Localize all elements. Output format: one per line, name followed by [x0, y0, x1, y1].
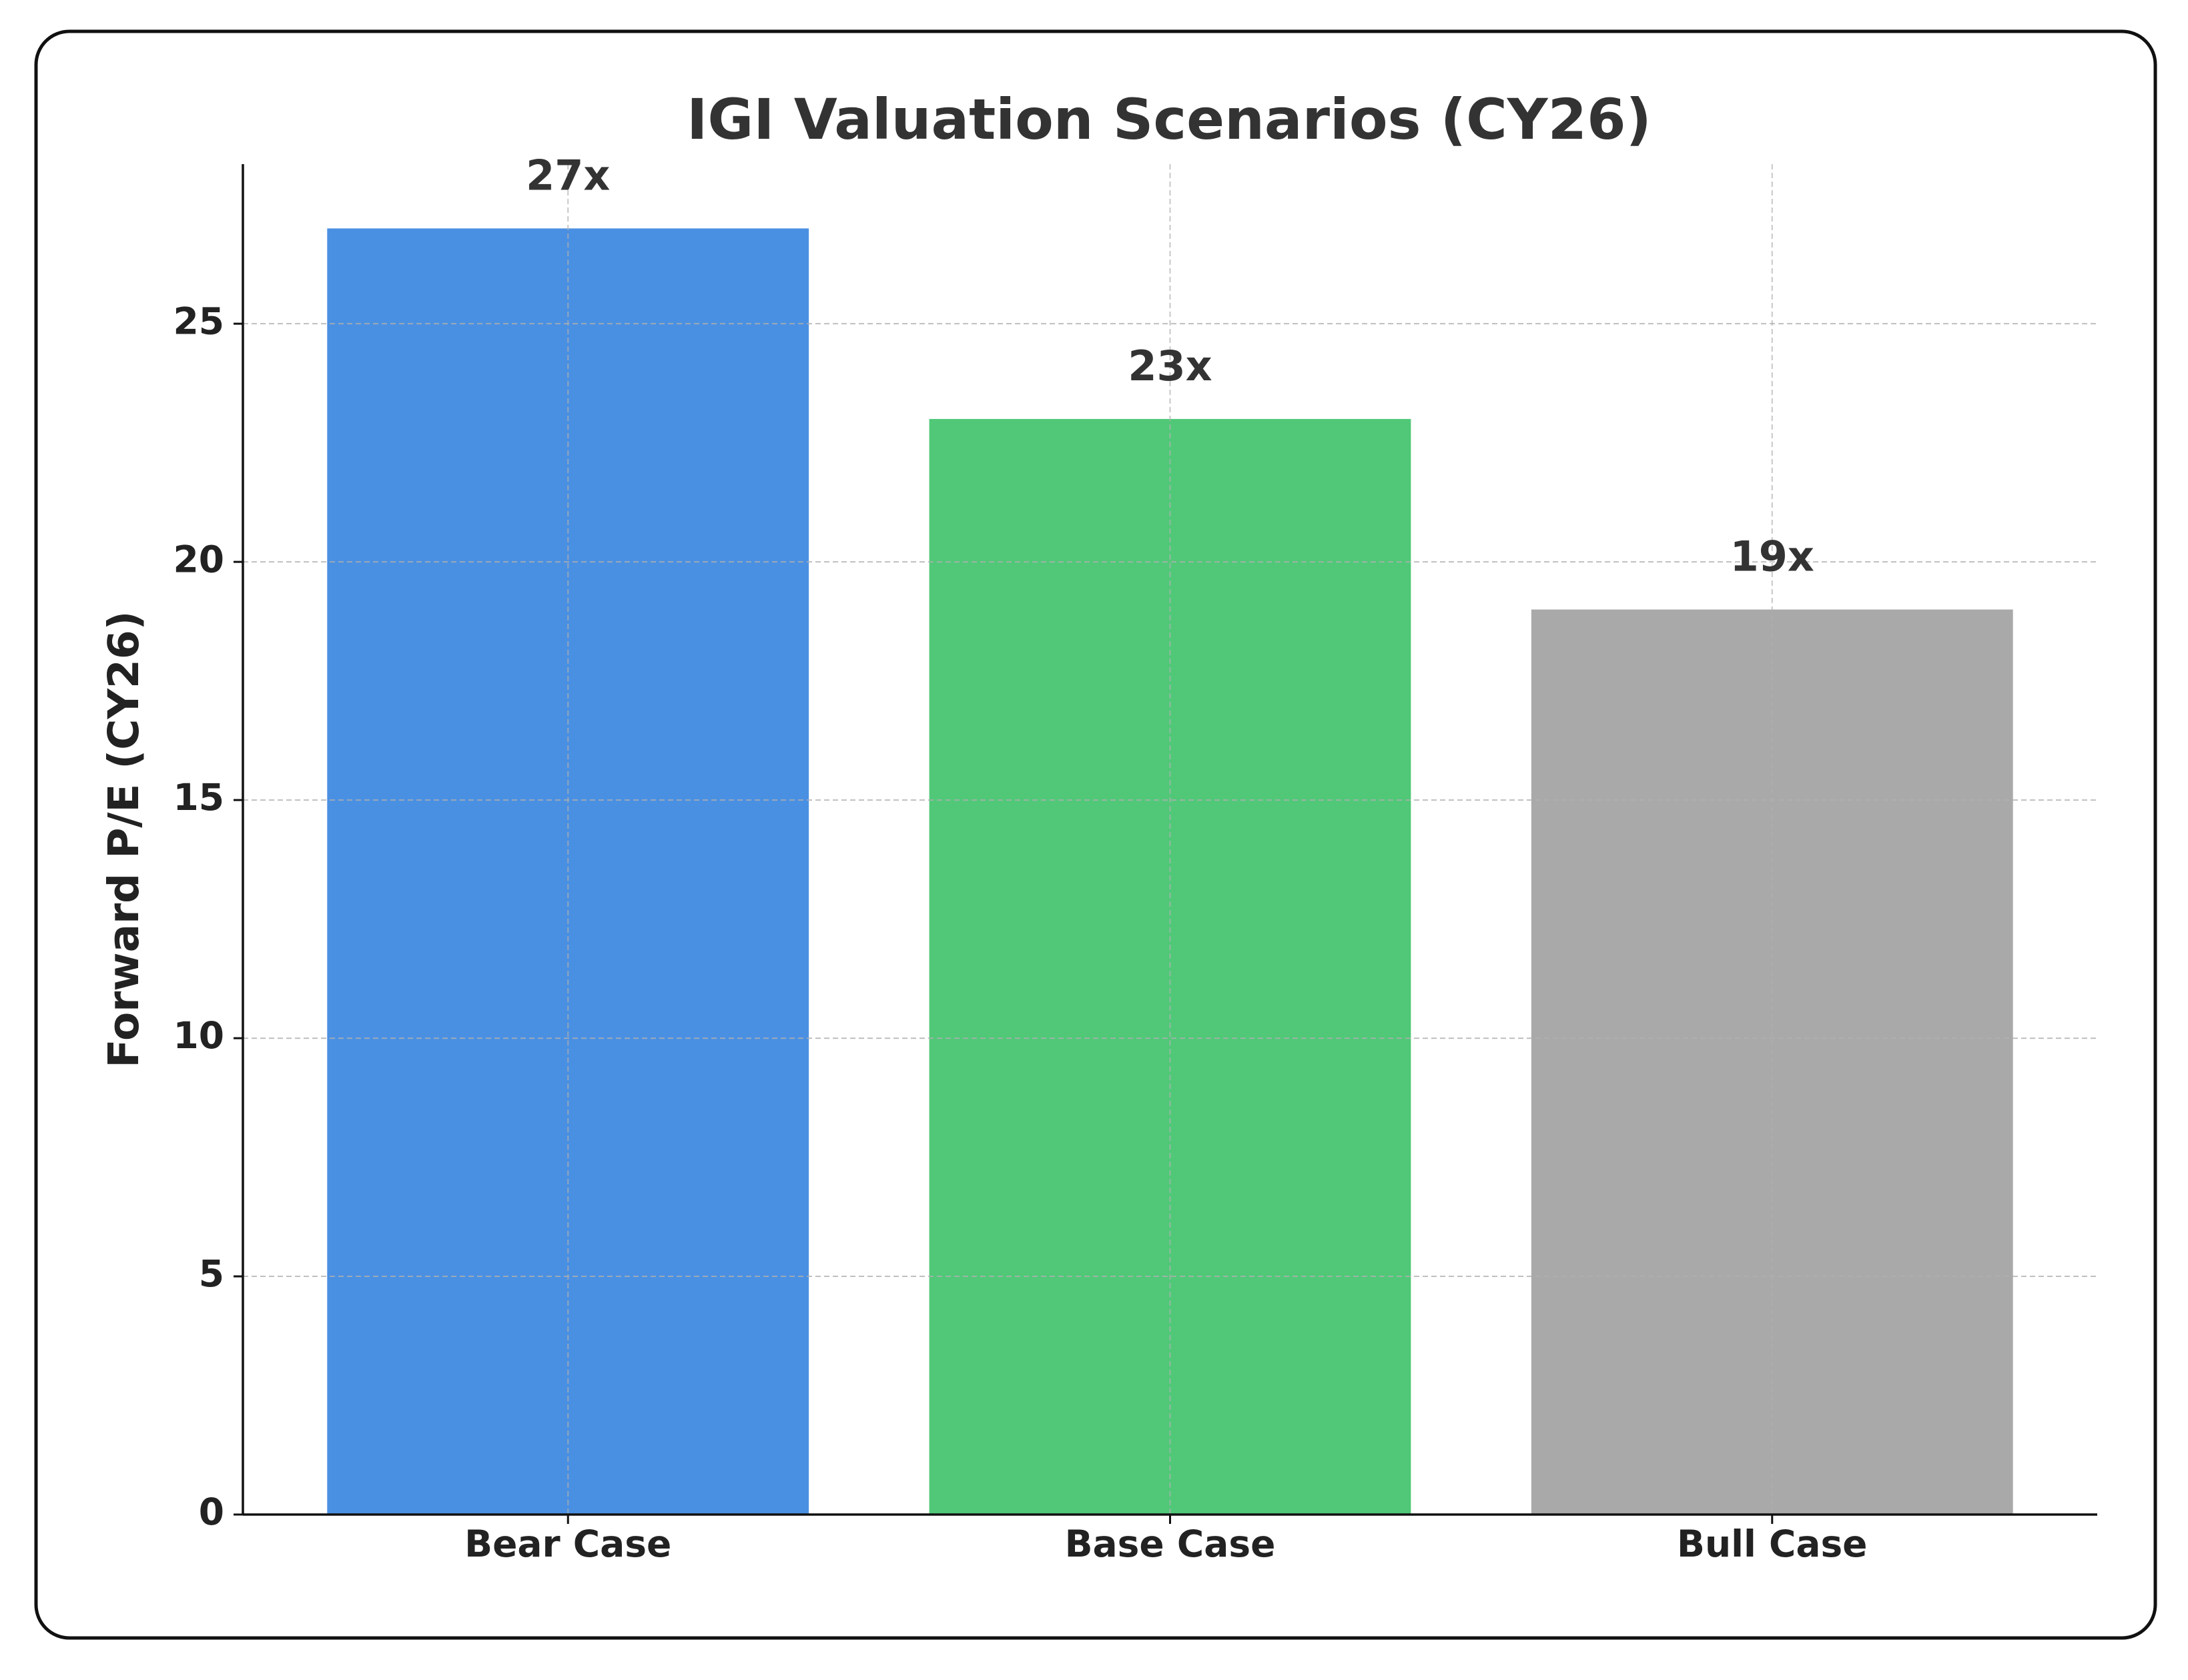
- chart-title: IGI Valuation Scenarios (CY26): [687, 87, 1652, 152]
- y-tick-label: 5: [199, 1252, 224, 1295]
- y-tick-label: 20: [173, 538, 224, 580]
- y-tick-label: 15: [173, 776, 224, 819]
- y-tick-label: 10: [173, 1014, 224, 1057]
- y-tick-label: 0: [199, 1491, 224, 1533]
- value-label: 27x: [526, 151, 610, 199]
- value-label: 19x: [1730, 532, 1814, 581]
- x-tick-label: Bull Case: [1677, 1523, 1867, 1565]
- value-label: 23x: [1128, 342, 1212, 390]
- x-tick-label: Bear Case: [464, 1523, 671, 1565]
- y-axis-label: Forward P/E (CY26): [99, 611, 148, 1068]
- y-tick-label: 25: [173, 300, 224, 342]
- x-tick-label: Base Case: [1065, 1523, 1276, 1565]
